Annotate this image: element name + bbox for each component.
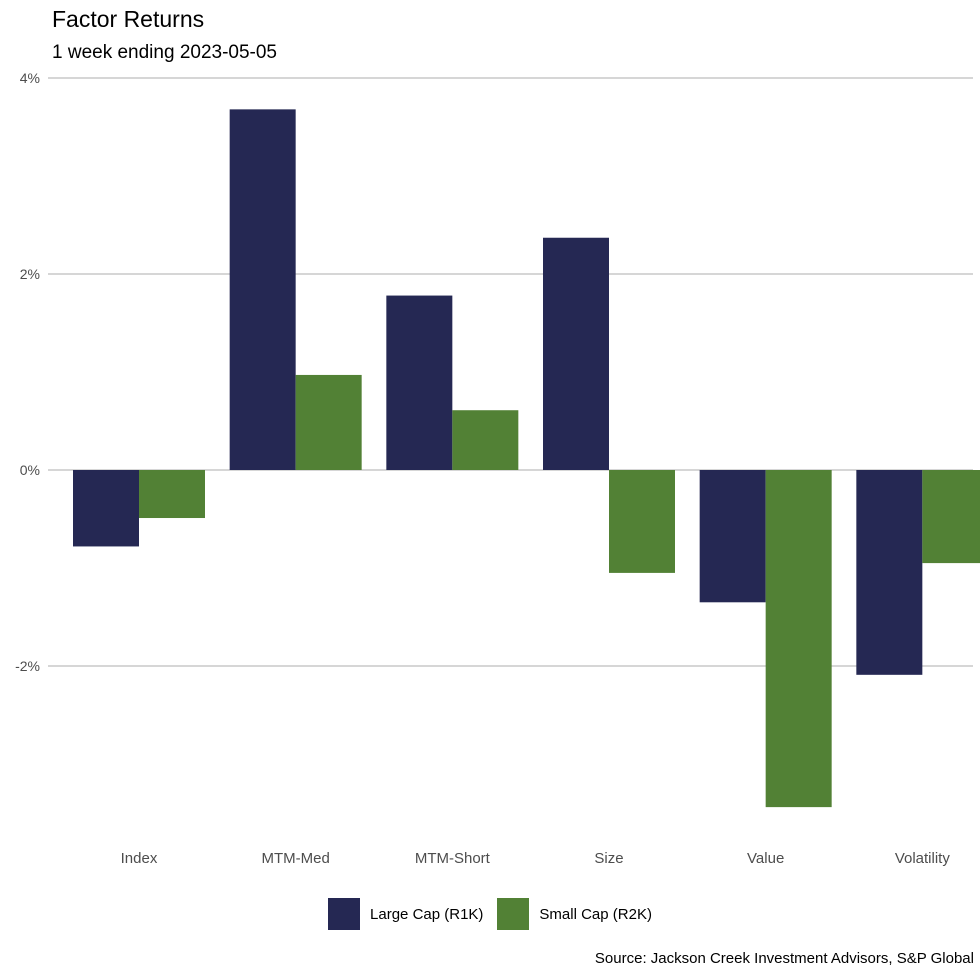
bar-small-cap-mtm-short	[452, 410, 519, 470]
bar-large-cap-value	[699, 470, 766, 603]
grid-layer	[48, 77, 973, 667]
y-tick-label: -2%	[15, 658, 40, 674]
bar-small-cap-index	[139, 470, 205, 519]
x-tick-label: Value	[747, 850, 784, 867]
x-tick-label: Size	[594, 850, 623, 867]
legend-swatch-small-cap	[497, 898, 530, 930]
bar-small-cap-size	[609, 470, 675, 573]
bar-large-cap-mtm-short	[386, 295, 453, 470]
legend-item-small-cap: Small Cap (R2K)	[497, 898, 652, 930]
legend: Large Cap (R1K) Small Cap (R2K)	[0, 898, 980, 930]
bar-chart: 4% 2% 0% -2% Index MTM-Med MTM-Short Size Value…	[15, 70, 980, 867]
x-tick-label: Index	[121, 850, 158, 867]
y-tick-label: 4%	[20, 70, 40, 86]
legend-label-small-cap: Small Cap (R2K)	[539, 905, 652, 923]
chart-subtitle: 1 week ending 2023-05-05	[52, 42, 278, 63]
chart-title: Factor Returns	[52, 6, 205, 32]
legend-item-large-cap: Large Cap (R1K)	[328, 898, 483, 930]
bar-large-cap-mtm-med	[229, 109, 296, 471]
bar-small-cap-mtm-med	[295, 374, 362, 470]
bar-large-cap-index	[73, 470, 139, 547]
bar-large-cap-volatility	[856, 470, 923, 675]
x-axis: Index MTM-Med MTM-Short Size Value Volatility	[121, 850, 951, 867]
y-tick-label: 2%	[20, 266, 40, 282]
y-tick-label: 0%	[20, 462, 40, 478]
x-tick-label: MTM-Med	[262, 850, 330, 867]
bar-small-cap-value	[765, 470, 832, 808]
x-tick-label: Volatility	[895, 850, 951, 867]
legend-label-large-cap: Large Cap (R1K)	[370, 905, 484, 923]
bar-small-cap-volatility	[922, 470, 980, 564]
y-axis: 4% 2% 0% -2%	[15, 70, 40, 674]
legend-swatch-large-cap	[328, 898, 361, 930]
bar-large-cap-size	[543, 237, 609, 470]
bar-layer	[73, 109, 980, 808]
source-note: Source: Jackson Creek Investment Advisor…	[594, 950, 974, 967]
x-tick-label: MTM-Short	[415, 850, 491, 867]
